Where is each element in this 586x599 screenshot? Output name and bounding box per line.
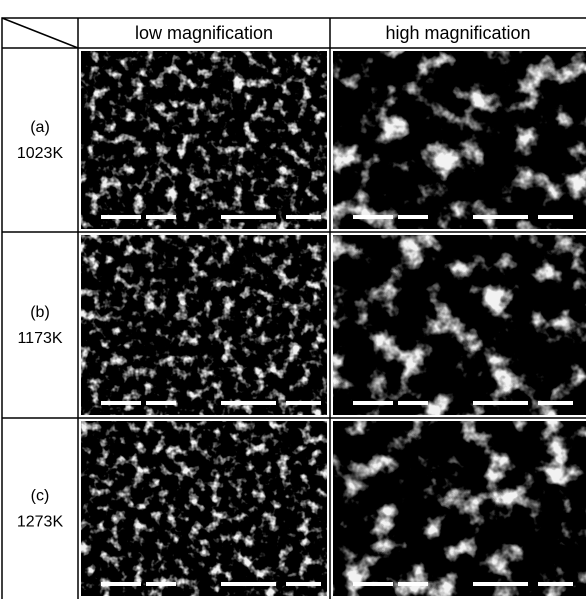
row-label: (a) — [30, 119, 50, 136]
scale-bar — [353, 215, 393, 219]
sem-image — [333, 51, 586, 229]
scale-bar — [473, 215, 528, 219]
scale-bar — [146, 582, 176, 586]
scale-bar — [146, 215, 176, 219]
sem-image — [81, 235, 327, 415]
scale-bar — [221, 215, 276, 219]
column-header: low magnification — [135, 23, 273, 43]
scale-bar — [473, 582, 528, 586]
corner-diagonal — [1, 17, 79, 49]
scale-bar — [398, 401, 428, 405]
scale-bar — [286, 401, 321, 405]
scale-bar — [101, 401, 141, 405]
scale-bar — [101, 215, 141, 219]
row-temperature: 1273K — [17, 514, 64, 531]
scale-bar — [353, 582, 393, 586]
scale-bar — [221, 582, 276, 586]
scale-bar — [286, 582, 321, 586]
scale-bar — [538, 215, 573, 219]
sem-image — [81, 421, 327, 596]
scale-bar — [353, 401, 393, 405]
scale-bar — [538, 582, 573, 586]
scale-bar — [398, 582, 428, 586]
scale-bar — [146, 401, 176, 405]
scale-bar — [286, 215, 321, 219]
scale-bar — [221, 401, 276, 405]
scale-bar — [398, 215, 428, 219]
row-label: (c) — [31, 488, 50, 505]
sem-image — [81, 51, 327, 229]
row-label: (b) — [30, 304, 50, 321]
column-header: high magnification — [385, 23, 530, 43]
row-temperature: 1173K — [17, 330, 62, 347]
scale-bar — [101, 582, 141, 586]
scale-bar — [473, 401, 528, 405]
table-outline — [1, 17, 586, 599]
row-temperature: 1023K — [17, 145, 64, 162]
scale-bar — [538, 401, 573, 405]
sem-image — [333, 421, 586, 596]
sem-image — [333, 235, 586, 415]
